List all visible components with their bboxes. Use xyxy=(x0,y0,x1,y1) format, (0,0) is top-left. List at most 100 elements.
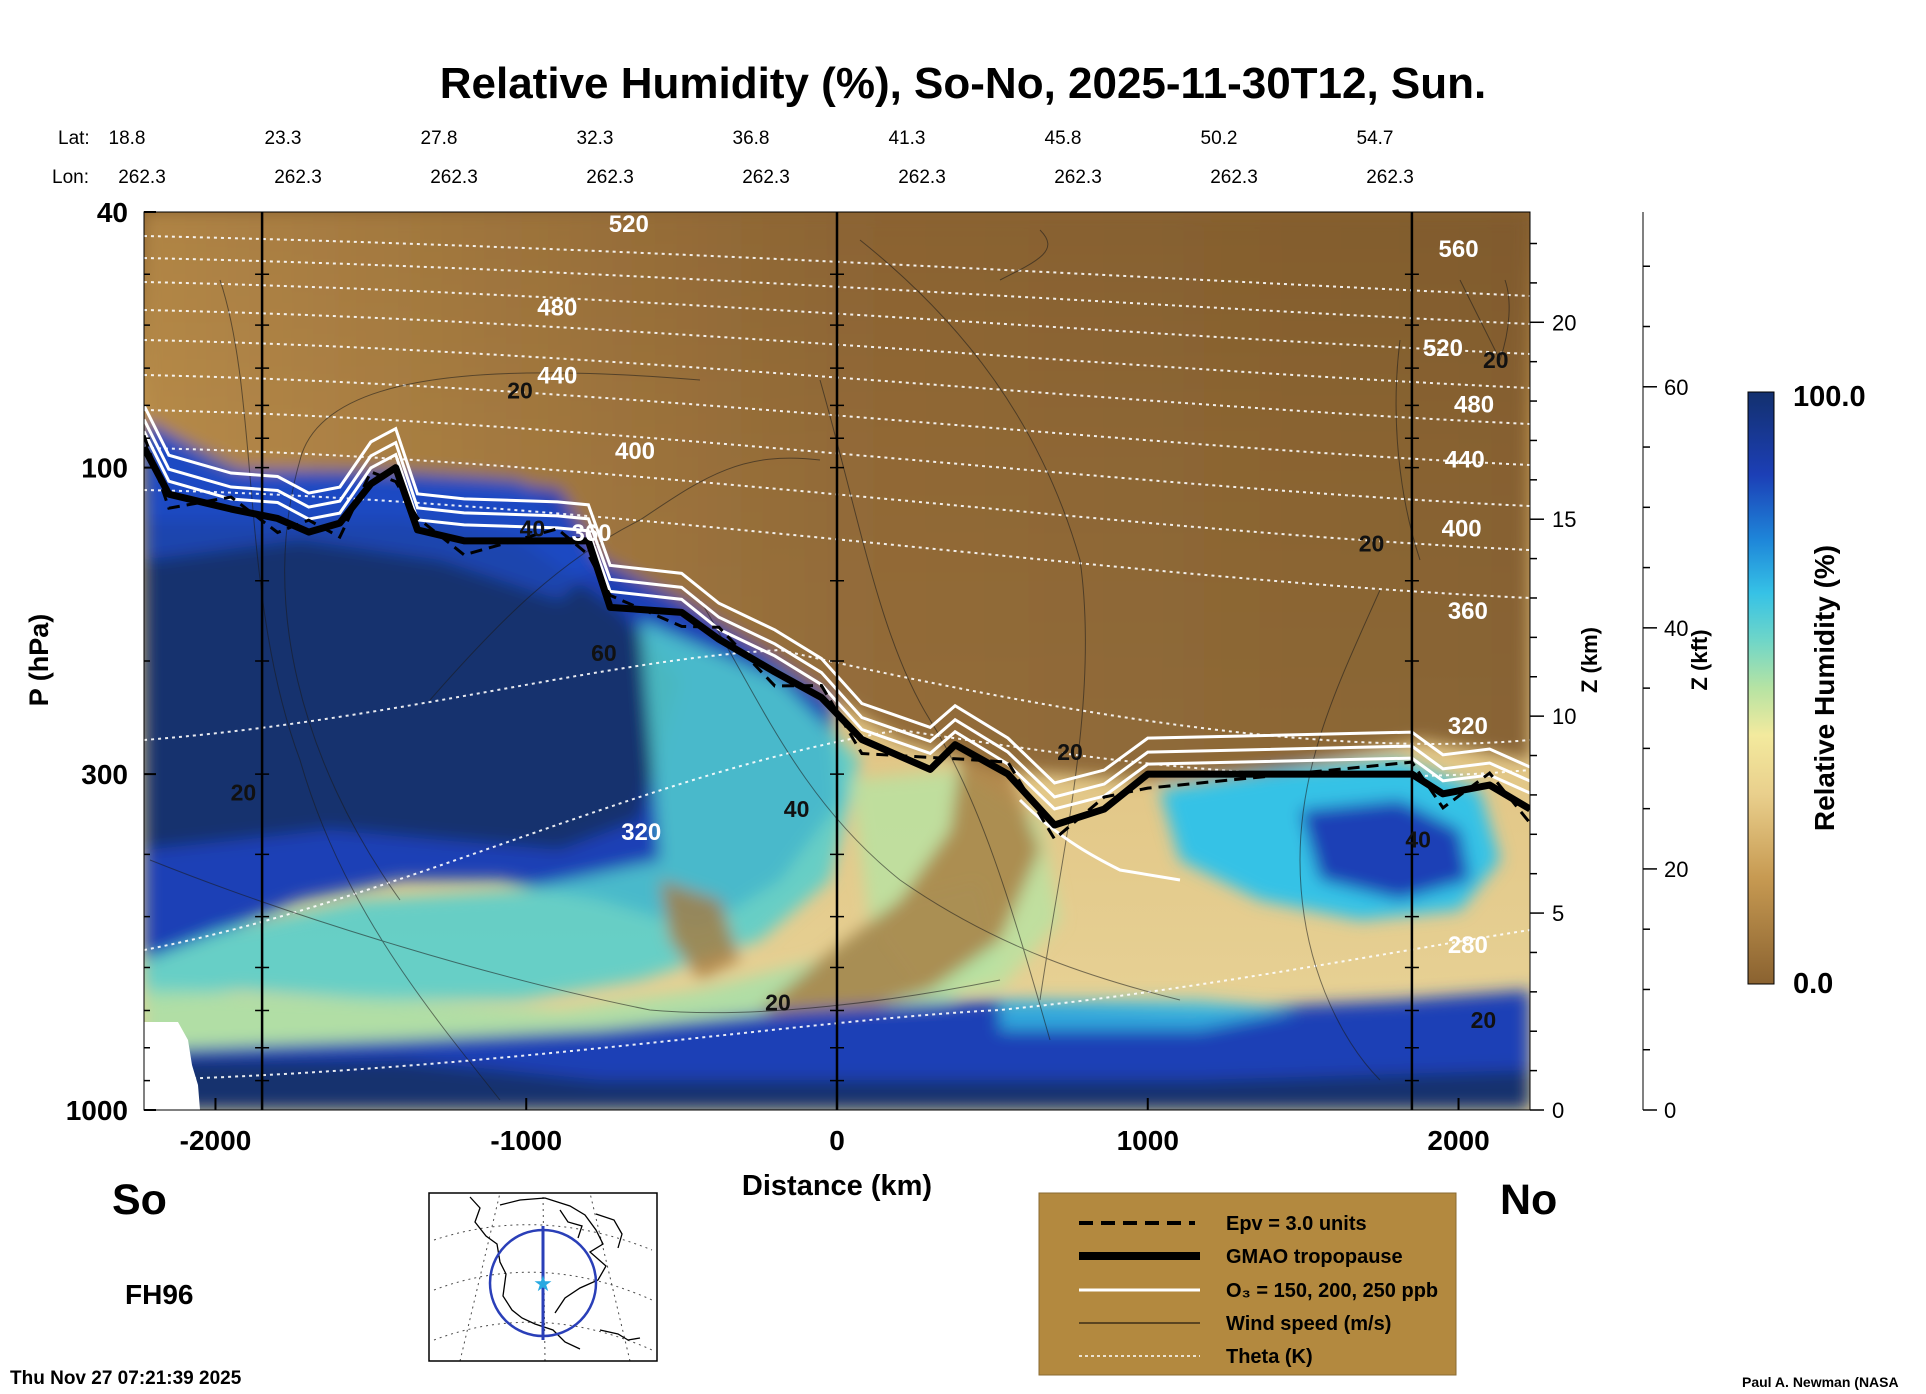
x-tick-label: 2000 xyxy=(1427,1125,1489,1156)
legend-item-ozone: O₃ = 150, 200, 250 ppb xyxy=(1226,1280,1438,1302)
lat-label: Lat: xyxy=(58,128,90,149)
theta-line xyxy=(144,648,1530,745)
legend-item-theta: Theta (K) xyxy=(1226,1346,1313,1368)
theta-contour-label: 520 xyxy=(609,211,649,238)
z-km-tick-label: 10 xyxy=(1552,704,1576,729)
legend-item-epv: Epv = 3.0 units xyxy=(1226,1213,1367,1235)
z-kft-tick-label: 40 xyxy=(1664,616,1688,641)
lon-value: 262.3 xyxy=(1054,167,1102,188)
wind-contour xyxy=(429,457,821,701)
theta-line xyxy=(144,929,1530,1081)
colorbar xyxy=(1747,391,1775,985)
theta-contour-label: 280 xyxy=(1448,932,1488,959)
z-kft-tick-label: 60 xyxy=(1664,375,1688,400)
y-axis-label: P (hPa) xyxy=(24,614,54,707)
theta-line xyxy=(144,447,1530,551)
theta-line xyxy=(144,281,1530,355)
z-km-tick-label: 15 xyxy=(1552,507,1576,532)
legend-item-wind: Wind speed (m/s) xyxy=(1226,1313,1391,1335)
z-kft-tick-label: 0 xyxy=(1664,1098,1676,1123)
z-kft-label: Z (kft) xyxy=(1687,629,1712,690)
south-end-label: So xyxy=(112,1176,167,1224)
wind-contour-label: 60 xyxy=(591,640,617,666)
wind-contour-label: 20 xyxy=(1359,530,1385,556)
lat-value: 54.7 xyxy=(1357,128,1394,149)
wind-contour xyxy=(819,379,1051,1041)
chart-title: Relative Humidity (%), So-No, 2025-11-30… xyxy=(440,59,1487,108)
z-kft-axis: 0 20 40 60 xyxy=(1642,212,1688,1123)
wind-contour xyxy=(699,599,1181,1001)
theta-line xyxy=(144,309,1530,389)
ozone-contour xyxy=(144,418,1530,799)
colorbar-min: 0.0 xyxy=(1793,968,1833,1000)
theta-contour-label: 440 xyxy=(537,363,577,390)
ozone-contour xyxy=(144,404,1530,785)
x-axis-label: Distance (km) xyxy=(742,1170,932,1202)
theta-contour-label: 520 xyxy=(1423,335,1463,362)
plot-area: 520 480 440 400 360 320 560 520 480 440 400 360 320 2… xyxy=(144,211,1530,1110)
theta-contour-label: 440 xyxy=(1445,447,1485,474)
lat-value: 36.8 xyxy=(733,128,770,149)
y-tick-label: 1000 xyxy=(66,1095,128,1126)
z-km-label: Z (km) xyxy=(1577,627,1602,693)
z-km-axis: 0 5 10 15 20 xyxy=(1529,212,1576,1123)
theta-contour-label: 320 xyxy=(1448,713,1488,740)
wind-contour xyxy=(1459,279,1510,362)
wind-contour xyxy=(219,279,501,1101)
x-tick-label: 0 xyxy=(829,1125,845,1156)
colorbar-max: 100.0 xyxy=(1793,381,1866,413)
lat-value: 18.8 xyxy=(109,128,146,149)
wind-contour xyxy=(1299,589,1381,1081)
legend: Epv = 3.0 units GMAO tropopause O₃ = 150… xyxy=(1038,1192,1457,1376)
theta-line xyxy=(144,374,1530,466)
lon-value: 262.3 xyxy=(118,167,166,188)
theta-contour-label: 480 xyxy=(1454,391,1494,418)
lon-label: Lon: xyxy=(52,167,89,188)
wind-contour-label: 40 xyxy=(1405,826,1431,852)
distance-axis: -2000 -1000 0 1000 2000 xyxy=(180,1098,1490,1156)
colorbar-label: Relative Humidity (%) xyxy=(1809,545,1840,831)
wind-contour-label: 20 xyxy=(507,377,533,403)
forecast-hour: FH96 xyxy=(125,1279,193,1310)
legend-item-tropopause: GMAO tropopause xyxy=(1226,1246,1403,1268)
y-tick-label: 300 xyxy=(81,759,128,790)
wind-contour-label: 20 xyxy=(1057,739,1083,765)
gmao-tropopause-line xyxy=(144,445,1530,829)
lat-value: 23.3 xyxy=(265,128,302,149)
z-km-tick-label: 5 xyxy=(1552,901,1564,926)
wind-contour xyxy=(149,859,1001,1014)
lon-value: 262.3 xyxy=(586,167,634,188)
x-tick-label: -2000 xyxy=(180,1125,252,1156)
lat-value: 45.8 xyxy=(1045,128,1082,149)
ozone-contour xyxy=(144,430,1530,811)
theta-line xyxy=(144,235,1530,297)
theta-contour-label: 400 xyxy=(615,438,655,465)
wind-contour-label: 20 xyxy=(231,780,257,806)
wind-contour-label: 40 xyxy=(520,515,546,541)
theta-contour-label: 400 xyxy=(1442,515,1482,542)
credit: Paul A. Newman (NASA xyxy=(1742,1374,1899,1390)
lat-value: 41.3 xyxy=(889,128,926,149)
theta-contour-label: 320 xyxy=(621,819,661,846)
theta-line xyxy=(144,257,1530,325)
wind-contour xyxy=(859,239,1086,1001)
z-km-tick-label: 20 xyxy=(1552,310,1576,335)
svg-text:★: ★ xyxy=(533,1271,553,1296)
inset-map: ★ xyxy=(428,1192,658,1362)
wind-contour-label: 20 xyxy=(1471,1007,1497,1033)
lon-value: 262.3 xyxy=(1366,167,1414,188)
theta-contour-label: 560 xyxy=(1439,236,1479,263)
lat-values: 18.8 23.3 27.8 32.3 36.8 41.3 45.8 50.2 54.7 xyxy=(109,128,1394,149)
z-kft-tick-label: 20 xyxy=(1664,857,1688,882)
ozone-contour xyxy=(1018,798,1181,882)
wind-contour xyxy=(999,229,1049,281)
y-tick-label: 40 xyxy=(97,197,128,228)
lon-value: 262.3 xyxy=(430,167,478,188)
theta-line xyxy=(144,339,1530,425)
wind-contour-label: 20 xyxy=(1483,347,1509,373)
pressure-axis: 40 100 300 1000 xyxy=(66,197,156,1126)
lat-value: 50.2 xyxy=(1201,128,1238,149)
lon-value: 262.3 xyxy=(742,167,790,188)
timestamp: Thu Nov 27 07:21:39 2025 xyxy=(10,1368,242,1389)
